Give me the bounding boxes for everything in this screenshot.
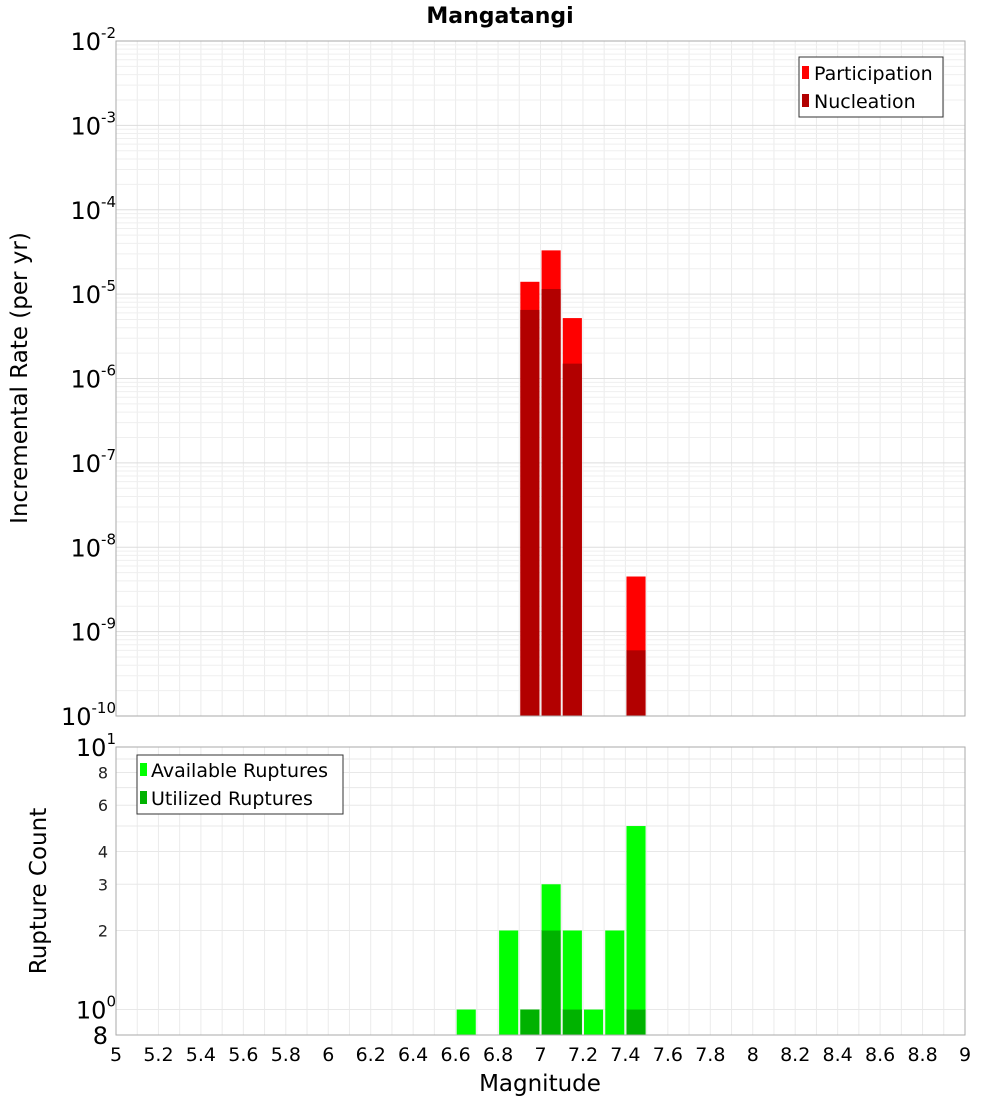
- rate-plot: 10-2 10-3 10-4 10-5 10-6 10-7 10-8 10-9 10-10 In…: [7, 24, 966, 731]
- magnitude-tick-label: 5: [110, 1044, 122, 1066]
- magnitude-x-ticks: 5 5.2 5.4 5.6 5.8 6 6.2 6.4 6.6 6.8 7 7.2 7.4 7.6 7.8 8…: [110, 1044, 971, 1066]
- legend-swatch-utilized: [140, 791, 147, 804]
- rate-legend-box: [798, 56, 944, 118]
- nucleation-bar: [520, 309, 540, 716]
- count-y-tick-label: 6: [98, 796, 108, 815]
- legend-label-utilized: Utilized Ruptures: [151, 788, 313, 810]
- rate-y-tick-label: 10-9: [70, 615, 116, 647]
- magnitude-tick-label: 7: [534, 1044, 546, 1066]
- legend-swatch-nucleation: [802, 94, 809, 107]
- rate-y-tick-label: 10-4: [70, 193, 116, 225]
- magnitude-tick-label: 7.8: [695, 1044, 725, 1066]
- available-ruptures-bar: [626, 826, 646, 1035]
- rate-y-tick-label: 10-7: [70, 446, 116, 478]
- magnitude-tick-label: 7.4: [610, 1044, 640, 1066]
- available-ruptures-bar: [562, 930, 582, 1035]
- utilized-ruptures-bar: [520, 1009, 540, 1035]
- rate-grid: [115, 41, 966, 717]
- available-ruptures-bar: [456, 1009, 476, 1035]
- rate-plot-border: [115, 40, 966, 717]
- utilized-ruptures-bar: [541, 930, 561, 1035]
- rate-y-tick-label: 10-10: [61, 699, 116, 731]
- rate-y-ticks: 10-2 10-3 10-4 10-5 10-6 10-7 10-8 10-9 10-10: [61, 24, 116, 731]
- nucleation-bar: [562, 363, 582, 716]
- count-y-tick-label: 3: [98, 875, 108, 894]
- count-y-tick-label: 101: [76, 730, 116, 762]
- magnitude-tick-label: 8: [747, 1044, 759, 1066]
- available-ruptures-bar: [584, 1009, 604, 1035]
- magnitude-tick-label: 8.6: [865, 1044, 895, 1066]
- x-axis-label: Magnitude: [479, 1071, 601, 1097]
- magnitude-tick-label: 6.8: [483, 1044, 513, 1066]
- magnitude-tick-label: 8.4: [823, 1044, 853, 1066]
- count-legend-box: [136, 754, 344, 815]
- magnitude-tick-label: 6.4: [398, 1044, 428, 1066]
- legend-label-nucleation: Nucleation: [814, 91, 916, 113]
- magnitude-tick-label: 7.6: [653, 1044, 683, 1066]
- rate-y-tick-label: 10-8: [70, 530, 116, 562]
- count-y-tick-label: 2: [98, 922, 108, 941]
- rate-y-tick-label: 10-6: [70, 362, 116, 394]
- magnitude-tick-label: 5.2: [143, 1044, 173, 1066]
- count-y-tick-label: 100: [76, 993, 116, 1025]
- utilized-ruptures-bar: [562, 1009, 582, 1035]
- rate-y-tick-label: 10-2: [70, 24, 116, 56]
- magnitude-tick-label: 7.2: [568, 1044, 598, 1066]
- count-legend: Available Ruptures Utilized Ruptures: [136, 754, 344, 815]
- count-y-axis-label: Rupture Count: [26, 808, 52, 974]
- nucleation-bar: [541, 289, 561, 716]
- magnitude-tick-label: 5.4: [186, 1044, 216, 1066]
- count-bars: [456, 826, 646, 1035]
- rate-bars: [520, 250, 646, 717]
- count-y-tick-label: 8: [93, 1022, 108, 1050]
- rate-y-axis-label: Incremental Rate (per yr): [7, 232, 33, 524]
- magnitude-tick-label: 6: [322, 1044, 334, 1066]
- rate-y-tick-label: 10-3: [70, 108, 116, 140]
- legend-swatch-participation: [802, 66, 809, 79]
- count-y-tick-label: 8: [98, 763, 108, 782]
- chart-title: Mangatangi: [426, 4, 573, 29]
- legend-swatch-available: [140, 763, 147, 776]
- magnitude-tick-label: 6.6: [440, 1044, 470, 1066]
- magnitude-tick-label: 8.8: [907, 1044, 937, 1066]
- utilized-ruptures-bar: [626, 1009, 646, 1035]
- magnitude-tick-label: 6.2: [356, 1044, 386, 1066]
- nucleation-bar: [626, 650, 646, 716]
- rate-legend: Participation Nucleation: [798, 56, 944, 118]
- magnitude-tick-label: 5.6: [228, 1044, 258, 1066]
- rate-y-tick-label: 10-5: [70, 277, 116, 309]
- available-ruptures-bar: [605, 930, 625, 1035]
- magnitude-tick-label: 5.8: [271, 1044, 301, 1066]
- count-y-tick-label: 4: [98, 842, 108, 861]
- count-plot-border: [115, 746, 966, 1036]
- legend-label-available: Available Ruptures: [151, 760, 328, 782]
- available-ruptures-bar: [499, 930, 519, 1035]
- legend-label-participation: Participation: [814, 63, 933, 85]
- magnitude-tick-label: 9: [959, 1044, 971, 1066]
- magnitude-tick-label: 8.2: [780, 1044, 810, 1066]
